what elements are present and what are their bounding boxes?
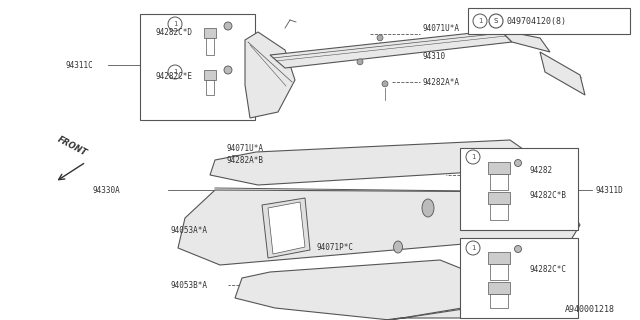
Text: 1: 1 <box>477 18 483 24</box>
Text: 94310: 94310 <box>422 52 445 60</box>
Text: 94282C*C: 94282C*C <box>530 266 567 275</box>
Polygon shape <box>245 32 295 118</box>
Polygon shape <box>382 81 388 87</box>
Circle shape <box>473 14 487 28</box>
Polygon shape <box>488 252 510 264</box>
Ellipse shape <box>515 245 522 252</box>
Text: S: S <box>494 18 498 24</box>
Polygon shape <box>540 52 585 95</box>
Polygon shape <box>377 35 383 41</box>
Polygon shape <box>204 28 216 38</box>
Text: 1: 1 <box>173 21 177 27</box>
Ellipse shape <box>224 66 232 74</box>
Text: 94330A: 94330A <box>92 186 120 195</box>
Bar <box>460 148 578 230</box>
Polygon shape <box>490 174 508 190</box>
Polygon shape <box>268 202 305 254</box>
Polygon shape <box>488 162 510 174</box>
Text: 94282C*B: 94282C*B <box>530 190 567 199</box>
Text: 94053B*A: 94053B*A <box>170 281 207 290</box>
Text: 94071P*C: 94071P*C <box>316 243 353 252</box>
Polygon shape <box>210 140 560 200</box>
Ellipse shape <box>422 199 434 217</box>
Text: 94282C*E: 94282C*E <box>155 71 192 81</box>
Bar <box>460 238 578 318</box>
Text: 94311C: 94311C <box>65 60 93 69</box>
Bar <box>140 14 255 120</box>
Ellipse shape <box>515 159 522 166</box>
Bar <box>468 8 630 34</box>
Circle shape <box>466 241 480 255</box>
Polygon shape <box>235 260 490 320</box>
Text: A940001218: A940001218 <box>565 306 615 315</box>
Text: 94311D: 94311D <box>596 186 624 195</box>
Polygon shape <box>270 30 512 68</box>
Text: 1: 1 <box>173 69 177 75</box>
Polygon shape <box>490 294 508 308</box>
Circle shape <box>466 150 480 164</box>
Text: 1: 1 <box>471 154 476 160</box>
Polygon shape <box>206 80 214 95</box>
Ellipse shape <box>224 22 232 30</box>
Ellipse shape <box>394 241 403 253</box>
Polygon shape <box>262 198 310 258</box>
Polygon shape <box>500 30 550 52</box>
Text: 94282C*D: 94282C*D <box>155 28 192 36</box>
Polygon shape <box>488 282 510 294</box>
Polygon shape <box>490 204 508 220</box>
Text: FRONT: FRONT <box>56 135 88 158</box>
Circle shape <box>489 14 503 28</box>
Text: 94282A*A: 94282A*A <box>422 77 459 86</box>
Circle shape <box>168 17 182 31</box>
Polygon shape <box>204 70 216 80</box>
Polygon shape <box>206 38 214 55</box>
Text: 94071U*A: 94071U*A <box>226 143 263 153</box>
Polygon shape <box>490 264 508 280</box>
Polygon shape <box>178 190 580 265</box>
Text: 049704120(8): 049704120(8) <box>506 17 566 26</box>
Text: 94071U*A: 94071U*A <box>422 23 459 33</box>
Circle shape <box>168 65 182 79</box>
Polygon shape <box>488 192 510 204</box>
Text: 1: 1 <box>471 245 476 251</box>
Text: 94282A*B: 94282A*B <box>226 156 263 164</box>
Polygon shape <box>385 305 520 320</box>
Polygon shape <box>357 59 363 65</box>
Text: 94053A*A: 94053A*A <box>170 226 207 235</box>
Text: 94282: 94282 <box>530 165 553 174</box>
